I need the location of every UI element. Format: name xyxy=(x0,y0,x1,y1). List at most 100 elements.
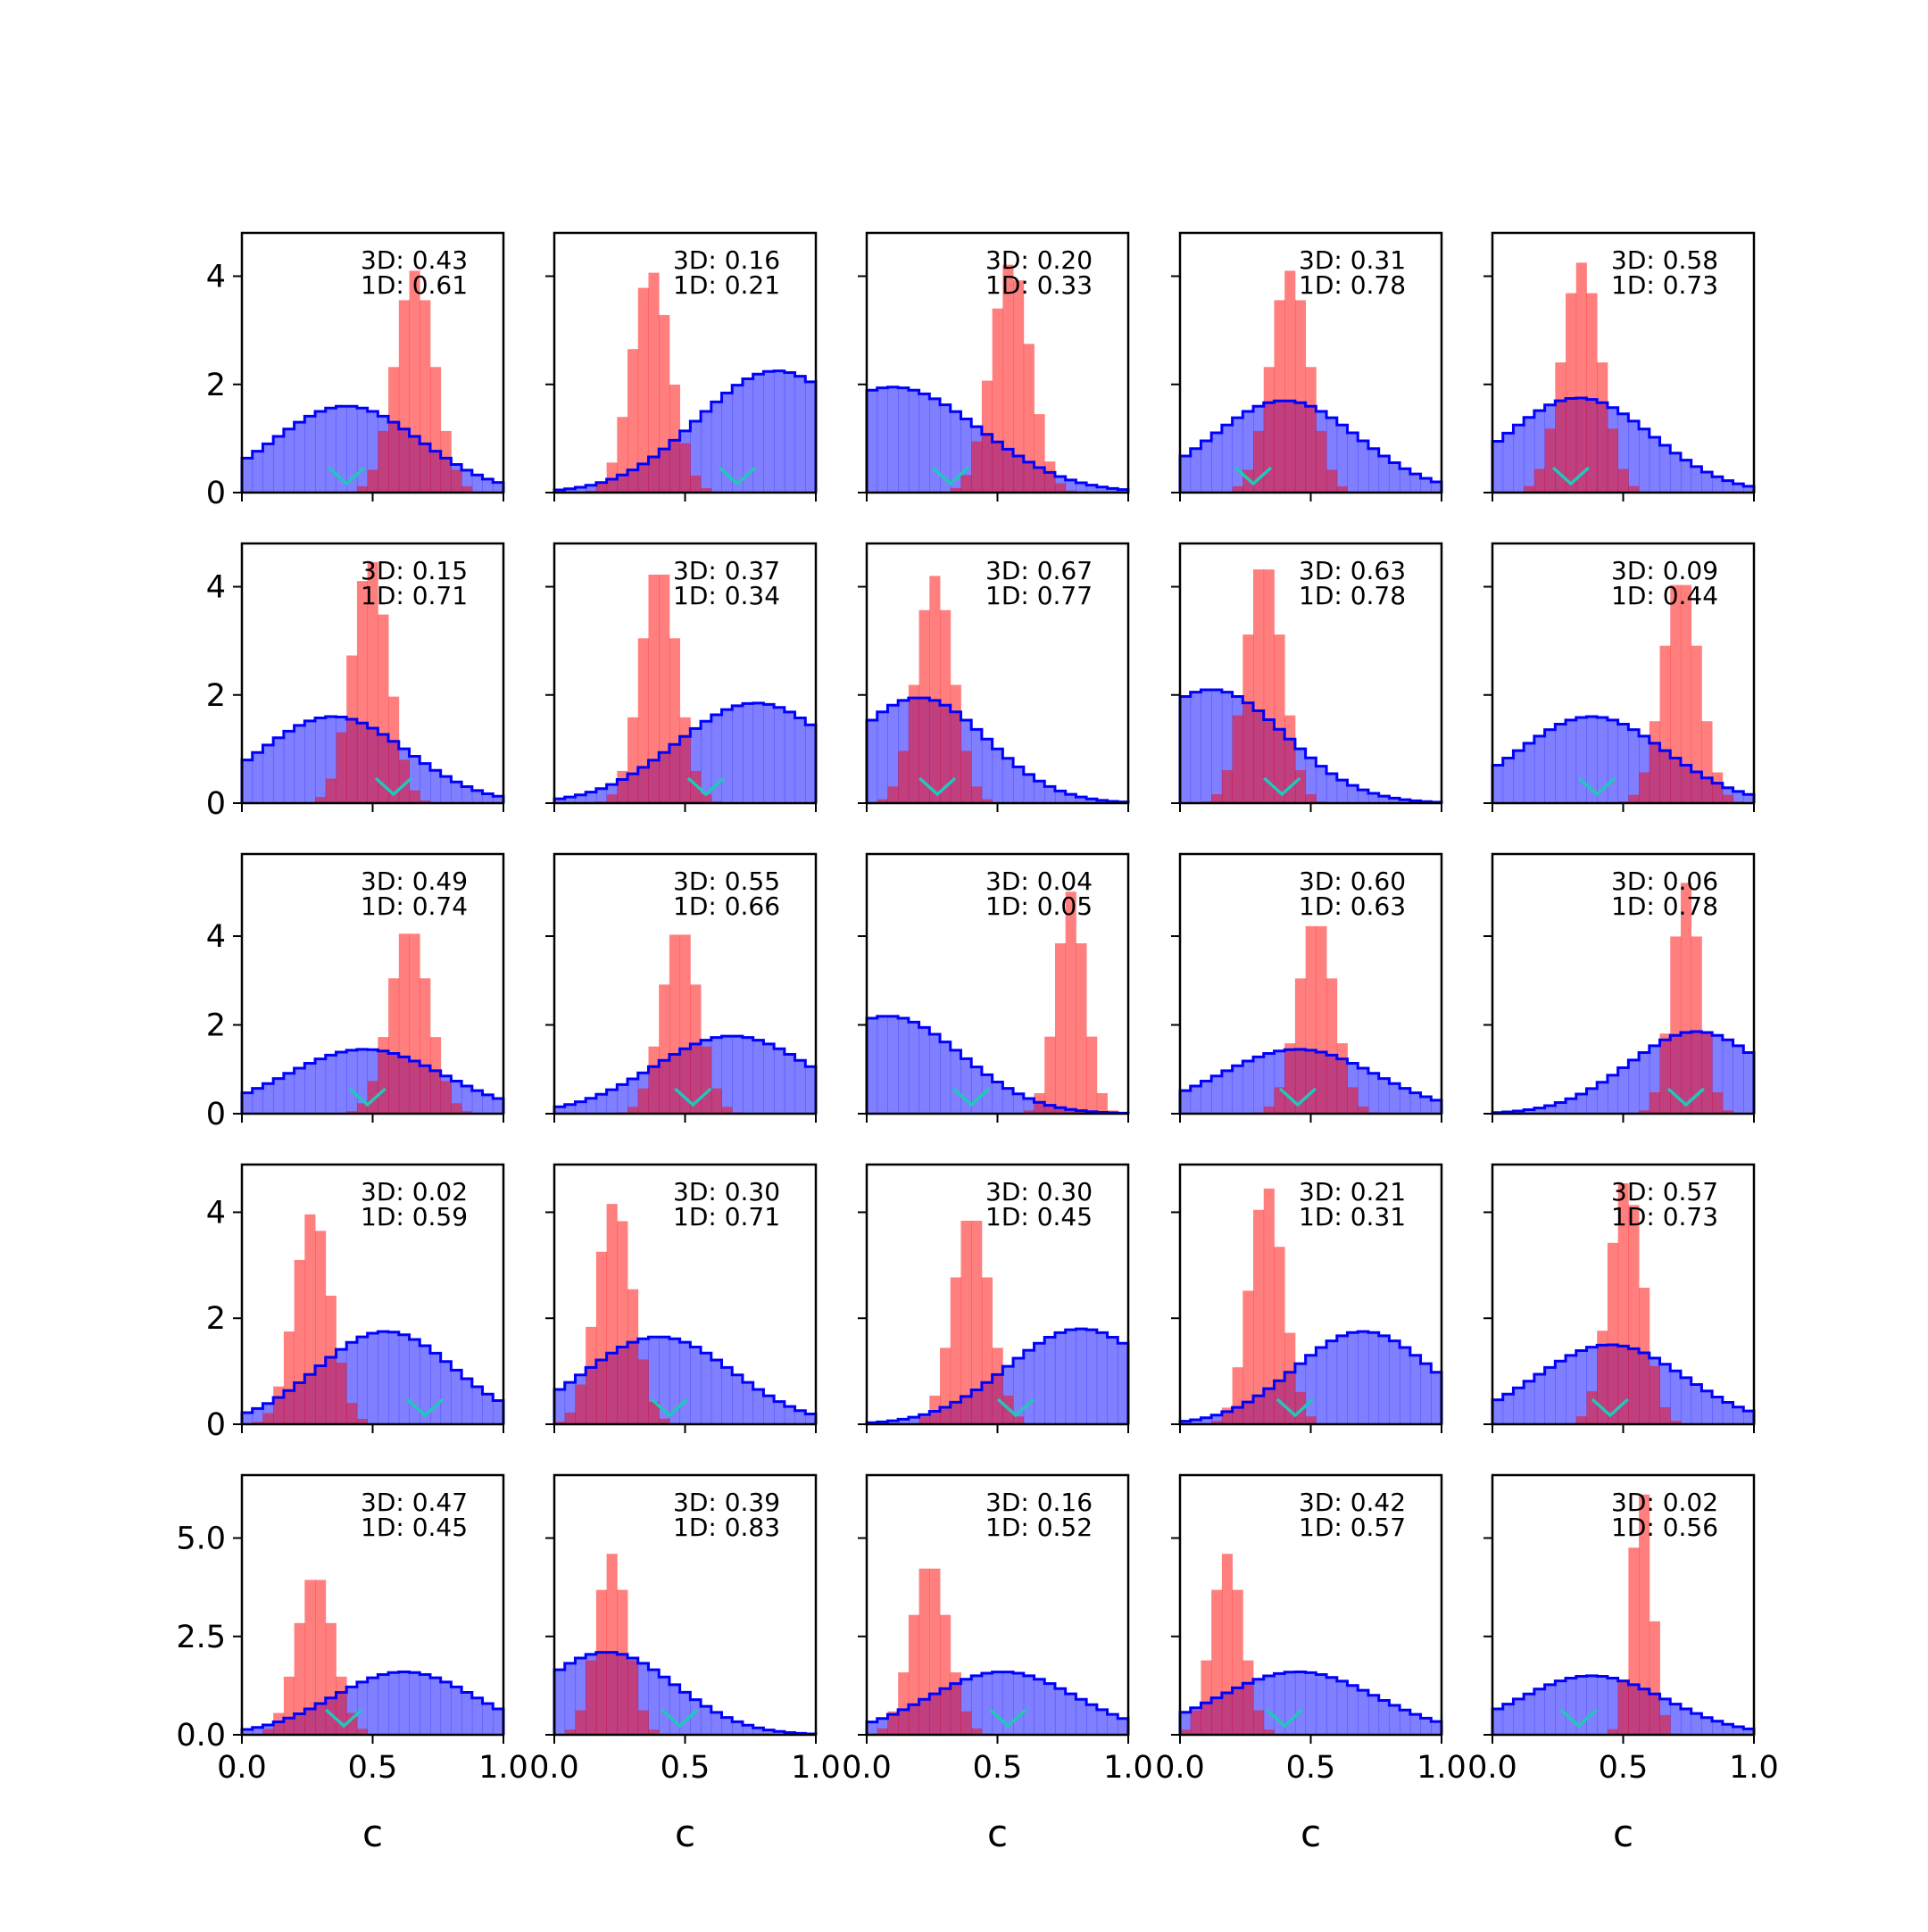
broad-bar xyxy=(940,1041,952,1114)
y-tick-label: 0 xyxy=(206,786,226,822)
broad-bar xyxy=(659,1337,670,1424)
broad-bar xyxy=(1743,485,1755,493)
annotation-text: 3D: 0.04 xyxy=(985,866,1093,896)
narrow-bar xyxy=(325,778,337,803)
broad-bar xyxy=(1513,1110,1525,1114)
narrow-bar xyxy=(378,614,389,803)
broad-bar xyxy=(1743,794,1755,803)
broad-bar xyxy=(451,1370,462,1424)
marker-icon xyxy=(1559,1708,1598,1729)
narrow-bar xyxy=(659,574,670,803)
narrow-bar xyxy=(1326,978,1338,1114)
narrow-bar xyxy=(378,1037,389,1114)
narrow-bar xyxy=(315,1231,327,1424)
broad-bar xyxy=(1242,1060,1254,1114)
narrow-bar xyxy=(1566,293,1577,493)
narrow-bar xyxy=(950,1277,961,1424)
narrow-bar xyxy=(679,934,691,1114)
narrow-bar xyxy=(1274,634,1285,803)
broad-bar xyxy=(1358,790,1369,803)
broad-bar xyxy=(367,1678,378,1735)
broad-bar xyxy=(1336,780,1348,803)
broad-bar xyxy=(398,1671,410,1735)
broad-bar xyxy=(1575,1094,1587,1114)
broad-bar xyxy=(742,703,754,803)
broad-bar xyxy=(1712,1397,1724,1424)
x-tick-label: 0.0 xyxy=(1467,1750,1517,1786)
narrow-bar xyxy=(1586,1391,1598,1424)
broad-bar xyxy=(784,1054,795,1114)
broad-bar xyxy=(971,729,983,803)
broad-bar xyxy=(1065,794,1076,803)
broad-bar xyxy=(1065,1694,1076,1735)
narrow-bar xyxy=(595,1589,607,1735)
narrow-bar xyxy=(1659,645,1671,803)
broad-bar xyxy=(1305,758,1317,803)
broad-bar xyxy=(1336,1335,1348,1424)
broad-bar xyxy=(1431,1721,1442,1735)
broad-bar xyxy=(1524,1109,1535,1114)
broad-step-line xyxy=(553,369,818,493)
broad-bar xyxy=(471,1090,483,1114)
narrow-bar xyxy=(1294,300,1307,493)
narrow-bar xyxy=(606,794,618,803)
broad-bar xyxy=(586,1098,597,1114)
y-tick-label: 4 xyxy=(206,570,226,606)
narrow-bar xyxy=(701,1046,712,1114)
broad-bar xyxy=(283,1073,295,1114)
broad-bar xyxy=(283,731,295,803)
narrow-bar xyxy=(1347,1087,1359,1114)
narrow-bar xyxy=(1555,362,1566,493)
broad-bar xyxy=(659,1677,670,1735)
narrow-bar xyxy=(398,933,410,1114)
broad-bar xyxy=(1670,1371,1682,1424)
narrow-bar xyxy=(356,581,369,803)
x-tick-label: 1.0 xyxy=(1729,1750,1779,1786)
broad-bar xyxy=(1628,420,1640,493)
broad-bar xyxy=(1211,690,1223,803)
narrow-bar xyxy=(1232,1367,1243,1424)
broad-bar xyxy=(774,370,785,493)
broad-bar xyxy=(1054,1688,1067,1735)
narrow-bar xyxy=(1607,1729,1619,1735)
narrow-bar xyxy=(648,1401,660,1424)
broad-bar xyxy=(1096,486,1108,493)
broad-bar xyxy=(482,1704,494,1735)
narrow-bar xyxy=(679,443,691,493)
broad-bar xyxy=(346,406,358,493)
narrow-bar xyxy=(554,1422,566,1424)
narrow-bar xyxy=(1263,1106,1275,1114)
broad-step-line xyxy=(1491,1343,1756,1424)
annotation-text: 1D: 0.61 xyxy=(361,270,468,300)
narrow-bar xyxy=(617,1221,628,1424)
narrow-bar xyxy=(1597,1331,1608,1424)
broad-bar xyxy=(1378,455,1390,493)
narrow-bar xyxy=(1639,1288,1650,1424)
annotation-text: 1D: 0.05 xyxy=(985,891,1093,921)
broad-bar xyxy=(1201,440,1212,493)
narrow-bar xyxy=(294,1622,305,1735)
broad-bar xyxy=(1400,1347,1411,1424)
narrow-bar xyxy=(701,794,712,803)
broad-bar xyxy=(294,725,305,803)
annotation-text: 3D: 0.67 xyxy=(985,556,1093,585)
narrow-bar xyxy=(1242,634,1254,803)
narrow-bar xyxy=(304,1580,316,1735)
narrow-bar xyxy=(960,750,972,803)
broad-bar xyxy=(471,1387,483,1424)
narrow-bar xyxy=(1316,430,1327,493)
narrow-bar xyxy=(877,1728,888,1735)
narrow-bar xyxy=(586,1326,597,1424)
narrow-bar xyxy=(409,270,420,493)
broad-bar xyxy=(1190,692,1201,803)
narrow-bar xyxy=(1649,1621,1660,1735)
narrow-bar xyxy=(1712,1092,1724,1114)
x-axis-label: c xyxy=(1301,1812,1321,1855)
narrow-bar xyxy=(1316,925,1327,1114)
narrow-bar xyxy=(701,488,712,493)
